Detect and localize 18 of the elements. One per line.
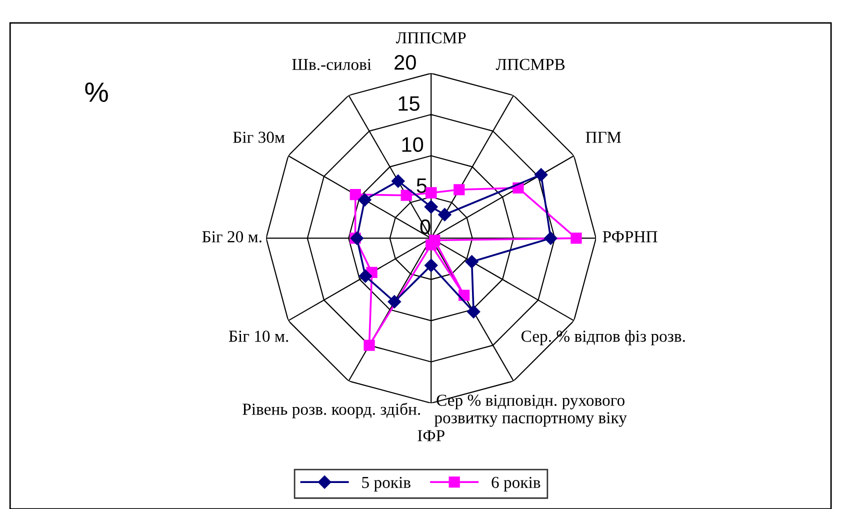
spoke-label: РФРНП bbox=[602, 231, 658, 242]
spoke-label: Біг 20 м. bbox=[202, 231, 262, 242]
spoke-label: Рівень розв. коорд. здібн. bbox=[242, 402, 420, 418]
legend-label: 5 років bbox=[362, 476, 410, 492]
spoke-label: ЛППСМР bbox=[396, 32, 466, 44]
spoke-label: Шв.-силові bbox=[292, 58, 372, 70]
spoke-label: Сер. % відпов фіз розв. bbox=[521, 330, 685, 346]
spoke-label: Біг 30м bbox=[233, 132, 285, 143]
y-tick-label: 20 bbox=[394, 55, 416, 70]
spoke-label: ЛПСМРВ bbox=[496, 58, 565, 70]
spoke-label: ПГМ bbox=[586, 132, 622, 143]
spoke-label: Сер % відповідн. рухового розвитку паспортному віку bbox=[434, 394, 627, 427]
legend-label: 6 років bbox=[492, 476, 540, 492]
y-tick-label: 10 bbox=[402, 137, 424, 152]
y-tick-label: 15 bbox=[398, 96, 420, 111]
spoke-label: Біг 10 м. bbox=[228, 330, 288, 342]
text: % bbox=[85, 82, 108, 102]
spoke-label: ІФР bbox=[418, 430, 444, 442]
